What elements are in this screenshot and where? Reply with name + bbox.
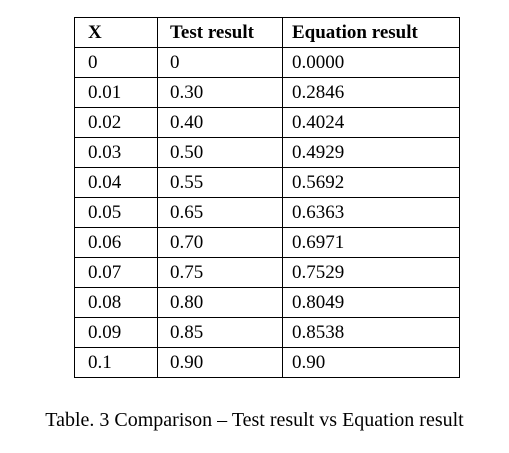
cell-test-result: 0.75 xyxy=(157,257,283,288)
cell-x: 0.05 xyxy=(74,197,158,228)
cell-equation-result: 0.8538 xyxy=(282,317,460,348)
cell-test-result: 0.90 xyxy=(157,347,283,378)
table-row: 0.01 0.30 0.2846 xyxy=(74,77,460,108)
cell-test-result: 0.70 xyxy=(157,227,283,258)
cell-x: 0.09 xyxy=(74,317,158,348)
header-test-result: Test result xyxy=(157,17,283,48)
cell-x: 0.1 xyxy=(74,347,158,378)
cell-x: 0.07 xyxy=(74,257,158,288)
table-row: 0.04 0.55 0.5692 xyxy=(74,167,460,198)
cell-equation-result: 0.7529 xyxy=(282,257,460,288)
header-equation-result: Equation result xyxy=(282,17,460,48)
comparison-table-container: X Test result Equation result 0 0 0.0000… xyxy=(74,17,460,378)
comparison-table: X Test result Equation result 0 0 0.0000… xyxy=(74,17,460,378)
cell-x: 0.03 xyxy=(74,137,158,168)
cell-equation-result: 0.6971 xyxy=(282,227,460,258)
header-x: X xyxy=(74,17,158,48)
cell-test-result: 0.80 xyxy=(157,287,283,318)
cell-test-result: 0.85 xyxy=(157,317,283,348)
cell-x: 0.01 xyxy=(74,77,158,108)
table-row: 0.06 0.70 0.6971 xyxy=(74,227,460,258)
cell-test-result: 0.65 xyxy=(157,197,283,228)
cell-equation-result: 0.4929 xyxy=(282,137,460,168)
cell-test-result: 0.30 xyxy=(157,77,283,108)
table-row: 0.07 0.75 0.7529 xyxy=(74,257,460,288)
cell-test-result: 0 xyxy=(157,47,283,78)
cell-test-result: 0.40 xyxy=(157,107,283,138)
table-row: 0.1 0.90 0.90 xyxy=(74,347,460,378)
cell-x: 0.08 xyxy=(74,287,158,318)
table-row: 0 0 0.0000 xyxy=(74,47,460,78)
table-caption: Table. 3 Comparison – Test result vs Equ… xyxy=(45,409,464,431)
table-row: 0.05 0.65 0.6363 xyxy=(74,197,460,228)
table-row: 0.03 0.50 0.4929 xyxy=(74,137,460,168)
cell-test-result: 0.55 xyxy=(157,167,283,198)
cell-x: 0.06 xyxy=(74,227,158,258)
cell-test-result: 0.50 xyxy=(157,137,283,168)
cell-x: 0.02 xyxy=(74,107,158,138)
table-header-row: X Test result Equation result xyxy=(74,17,460,48)
cell-equation-result: 0.8049 xyxy=(282,287,460,318)
cell-equation-result: 0.5692 xyxy=(282,167,460,198)
table-row: 0.02 0.40 0.4024 xyxy=(74,107,460,138)
cell-x: 0.04 xyxy=(74,167,158,198)
cell-x: 0 xyxy=(74,47,158,78)
cell-equation-result: 0.6363 xyxy=(282,197,460,228)
cell-equation-result: 0.0000 xyxy=(282,47,460,78)
cell-equation-result: 0.4024 xyxy=(282,107,460,138)
table-row: 0.09 0.85 0.8538 xyxy=(74,317,460,348)
table-row: 0.08 0.80 0.8049 xyxy=(74,287,460,318)
cell-equation-result: 0.2846 xyxy=(282,77,460,108)
cell-equation-result: 0.90 xyxy=(282,347,460,378)
